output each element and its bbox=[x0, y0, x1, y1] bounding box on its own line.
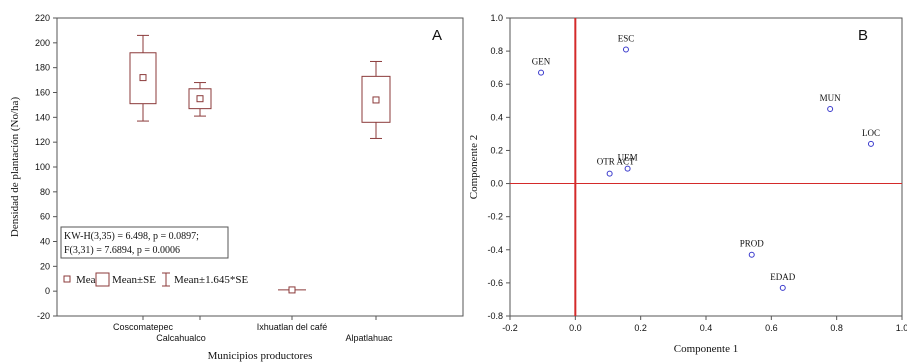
y-tick-label: 220 bbox=[35, 13, 50, 23]
point-esc: ESC bbox=[618, 33, 635, 53]
x-tick-label: Calcahualco bbox=[156, 333, 206, 343]
y-tick-label: 0.8 bbox=[490, 46, 503, 56]
stats-line-1: KW-H(3,35) = 6.498, p = 0.0897; bbox=[64, 231, 199, 242]
x-tick-label: 0.8 bbox=[830, 323, 843, 333]
x-tick-label: 0.2 bbox=[634, 323, 647, 333]
point-label: ESC bbox=[618, 33, 635, 43]
y-tick-label: 200 bbox=[35, 38, 50, 48]
point-marker bbox=[538, 69, 545, 76]
y-tick-label: 100 bbox=[35, 162, 50, 172]
legend-mean-marker bbox=[63, 275, 71, 283]
box-alpatlahuac bbox=[361, 60, 391, 139]
y-tick-label: 1.0 bbox=[490, 13, 503, 23]
x-tick-label: Alpatlahuac bbox=[345, 333, 393, 343]
se-box bbox=[129, 52, 157, 105]
x-tick-label: 0.6 bbox=[765, 323, 778, 333]
y-tick-label: -20 bbox=[37, 311, 50, 321]
x-tick-label: Coscomatepec bbox=[113, 322, 174, 332]
x-axis-title-b: Componente 1 bbox=[674, 343, 738, 355]
panel-b: 1.0 0.8 0.6 0.4 0.2 0.0 -0.2 -0.4 -0.6 -0.8 -0.2 0… bbox=[468, 13, 907, 355]
point-marker bbox=[624, 165, 631, 172]
y-tick-label: 140 bbox=[35, 112, 50, 122]
y-axis-title-a: Densidad de plantación (No/ha) bbox=[9, 97, 21, 238]
y-axis-a: -20 0 20 40 60 80 100 120 140 160 180 200 220 bbox=[35, 13, 57, 321]
x-axis-b: -0.2 0.0 0.2 0.4 0.6 0.8 1.0 bbox=[502, 316, 907, 333]
y-tick-label: 0.6 bbox=[490, 79, 503, 89]
x-tick-label: 0.0 bbox=[569, 323, 582, 333]
legend-mean-label: Mean bbox=[76, 274, 102, 286]
y-tick-label: 160 bbox=[35, 88, 50, 98]
point-label: EDAD bbox=[770, 272, 795, 282]
legend-se-marker bbox=[95, 272, 110, 287]
plot-area-a bbox=[56, 17, 464, 317]
point-marker bbox=[622, 46, 629, 53]
mean-marker bbox=[139, 74, 147, 82]
mean-marker bbox=[288, 286, 296, 294]
y-tick-label: 20 bbox=[40, 261, 50, 271]
y-tick-label: -0.2 bbox=[487, 212, 503, 222]
y-tick-label: 40 bbox=[40, 237, 50, 247]
point-mun: MUN bbox=[820, 93, 842, 113]
point-label: PROD bbox=[740, 239, 765, 249]
point-gen: GEN bbox=[532, 57, 551, 76]
y-tick-label: 180 bbox=[35, 63, 50, 73]
y-tick-label: -0.8 bbox=[487, 311, 503, 321]
panel-label-a: A bbox=[432, 27, 442, 44]
y-axis-b: 1.0 0.8 0.6 0.4 0.2 0.0 -0.2 -0.4 -0.6 -0.8 bbox=[487, 13, 510, 321]
y-axis-title-b: Componente 2 bbox=[468, 135, 480, 199]
point-loc: LOC bbox=[862, 128, 880, 147]
x-tick-label: Ixhuatlan del café bbox=[257, 322, 328, 332]
box-calcahualco bbox=[188, 82, 212, 117]
y-tick-label: 80 bbox=[40, 187, 50, 197]
legend-whisker-label: Mean±1.645*SE bbox=[174, 274, 248, 286]
point-uem: UEM bbox=[618, 153, 638, 172]
point-marker bbox=[779, 284, 786, 291]
point-edad: EDAD bbox=[770, 272, 796, 291]
boxes-a bbox=[129, 34, 391, 294]
point-marker bbox=[827, 106, 834, 113]
panel-label-b: B bbox=[858, 27, 868, 44]
point-label: GEN bbox=[532, 57, 551, 67]
point-otr-act: OTR ACT bbox=[597, 157, 635, 177]
stats-line-2: F(3,31) = 7.6894, p = 0.0006 bbox=[64, 245, 180, 256]
x-tick-label: -0.2 bbox=[502, 323, 518, 333]
legend-se-label: Mean±SE bbox=[112, 274, 156, 286]
point-prod: PROD bbox=[740, 239, 765, 258]
y-tick-label: 0.2 bbox=[490, 145, 503, 155]
legend-a: Mean Mean±SE Mean±1.645*SE bbox=[63, 272, 248, 287]
mean-marker bbox=[196, 95, 204, 103]
point-label: OTR ACT bbox=[597, 157, 635, 167]
point-marker bbox=[606, 170, 613, 177]
point-label: MUN bbox=[820, 93, 842, 103]
plot-area-b bbox=[509, 17, 903, 317]
point-label: UEM bbox=[618, 153, 638, 163]
box-coscomatepec bbox=[129, 34, 157, 122]
reference-lines bbox=[510, 18, 902, 316]
x-tick-label: 0.4 bbox=[700, 323, 713, 333]
x-tick-label: 1.0 bbox=[896, 323, 907, 333]
box-ixhuatlan-del-caf- bbox=[278, 286, 306, 294]
y-tick-label: -0.6 bbox=[487, 278, 503, 288]
y-tick-label: 0 bbox=[45, 286, 50, 296]
y-tick-label: 0.4 bbox=[490, 112, 503, 122]
x-axis-title-a: Municipios productores bbox=[208, 350, 313, 362]
point-label: LOC bbox=[862, 128, 880, 138]
stats-box: KW-H(3,35) = 6.498, p = 0.0897; F(3,31) … bbox=[60, 226, 229, 259]
y-tick-label: 0.0 bbox=[490, 179, 503, 189]
point-marker bbox=[867, 140, 874, 147]
y-tick-label: 60 bbox=[40, 212, 50, 222]
y-tick-label: 120 bbox=[35, 137, 50, 147]
y-tick-label: -0.4 bbox=[487, 245, 503, 255]
legend-whisker-marker bbox=[162, 272, 170, 287]
panel-a: -20 0 20 40 60 80 100 120 140 160 180 200 220 Coscom… bbox=[9, 13, 464, 362]
mean-marker bbox=[372, 96, 380, 104]
point-marker bbox=[748, 251, 755, 258]
